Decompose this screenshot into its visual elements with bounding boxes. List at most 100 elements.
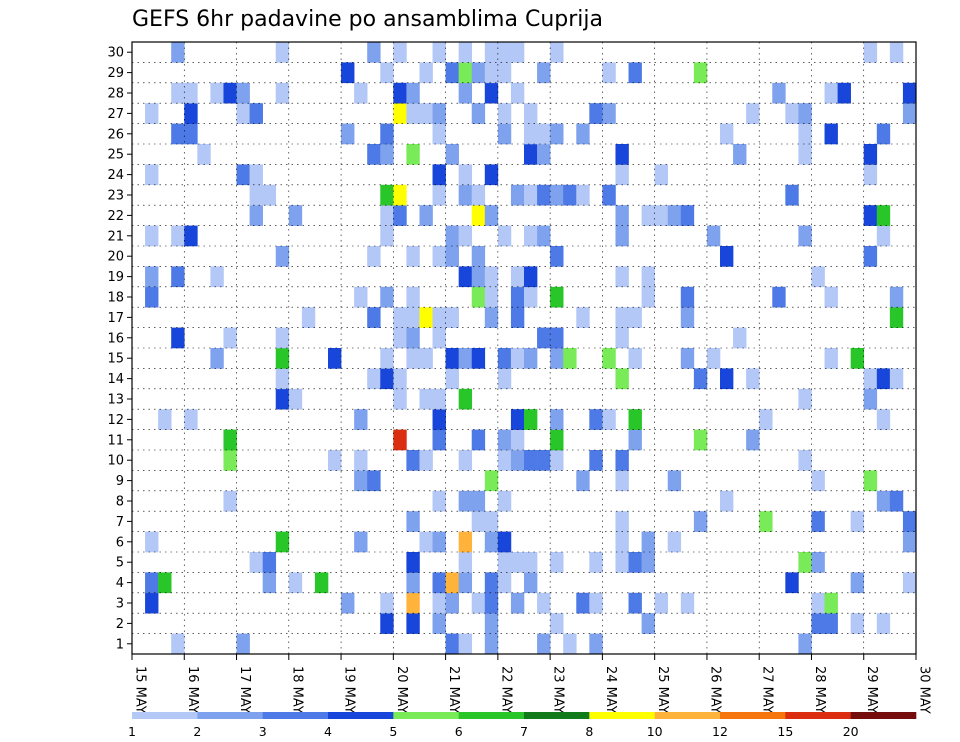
precip-cell: [720, 246, 734, 267]
precip-cell: [680, 348, 695, 369]
precip-cell: [432, 184, 446, 206]
y-tick-label: 7: [116, 515, 124, 530]
precip-cell: [367, 42, 381, 63]
precip-cell: [275, 388, 290, 410]
x-tick-label: 28 MAY: [812, 666, 827, 714]
precip-cell: [524, 409, 538, 430]
precip-cell: [863, 144, 878, 165]
precip-cell: [445, 368, 459, 390]
legend-label: 3: [259, 724, 267, 739]
legend-label: 6: [455, 724, 463, 739]
precip-cell: [524, 450, 538, 471]
precip-cell: [811, 266, 825, 288]
precip-cell: [197, 144, 211, 165]
precip-cell: [484, 633, 499, 655]
x-tick-label: 16 MAY: [185, 666, 200, 714]
precip-cell: [210, 348, 224, 369]
precip-cell: [550, 450, 564, 471]
precip-cell: [798, 144, 812, 165]
precip-cell: [471, 592, 486, 614]
precip-cell: [445, 246, 459, 267]
legend-swatch: [393, 712, 459, 719]
legend-label: 12: [712, 724, 728, 739]
precip-cell: [458, 552, 473, 573]
precip-cell: [602, 103, 616, 124]
precip-cell: [432, 246, 446, 267]
precip-cell: [145, 592, 159, 614]
precip-cell: [380, 286, 394, 308]
precip-cell: [524, 286, 538, 308]
precip-cell: [328, 348, 342, 369]
precip-cell: [458, 82, 473, 104]
precip-cell: [236, 103, 250, 124]
precip-cell: [589, 633, 603, 655]
precip-cell: [537, 592, 551, 614]
precip-cell: [354, 286, 368, 308]
precip-cell: [654, 205, 669, 226]
legend: 1 2 3 4 5 6 7 8 10 12 15 20: [128, 712, 917, 739]
precip-cell: [419, 307, 433, 328]
precip-cell: [563, 184, 577, 206]
y-tick-label: 28: [107, 87, 124, 102]
precip-cell: [393, 184, 407, 206]
precip-cell: [236, 82, 250, 104]
precip-cell: [458, 490, 473, 512]
precip-cell: [406, 592, 420, 614]
precip-cell: [497, 531, 512, 553]
precip-cell: [824, 286, 838, 308]
precip-cell: [171, 225, 185, 247]
precip-cell: [589, 552, 603, 573]
precip-cell: [798, 103, 812, 124]
precip-cell: [667, 531, 682, 553]
precip-cell: [850, 348, 865, 369]
precip-cell: [484, 470, 499, 492]
precip-cell: [184, 225, 198, 247]
precip-cell: [680, 286, 695, 308]
precip-cell: [510, 184, 525, 206]
precip-cell: [484, 42, 499, 63]
precip-cell: [602, 184, 616, 206]
precip-cell: [615, 164, 629, 186]
precip-cell: [419, 348, 433, 369]
precip-cell: [419, 103, 433, 124]
precip-cell: [876, 490, 891, 512]
precip-cell: [589, 103, 603, 124]
precip-cell: [876, 205, 891, 226]
precip-cell: [706, 348, 721, 369]
y-tick-label: 3: [116, 597, 124, 612]
y-tick-label: 9: [116, 474, 124, 489]
x-tick-label: 22 MAY: [498, 666, 513, 714]
precip-cell: [288, 388, 303, 410]
precip-cell: [615, 470, 629, 492]
precip-cell: [432, 592, 446, 614]
precip-cell: [497, 225, 512, 247]
y-tick-label: 23: [107, 189, 124, 204]
precip-cell: [419, 205, 433, 226]
precip-cell: [889, 490, 904, 512]
precip-cell: [550, 123, 564, 145]
precip-cell: [236, 633, 250, 655]
precip-cell: [824, 348, 838, 369]
precip-cell: [171, 82, 185, 104]
precip-cell: [406, 286, 420, 308]
precip-cell: [432, 327, 446, 349]
precip-cell: [445, 572, 459, 594]
precip-cell: [628, 552, 642, 573]
y-tick-label: 12: [107, 413, 124, 428]
precip-cell: [524, 225, 538, 247]
precip-cell: [393, 82, 407, 104]
precip-cell: [432, 572, 446, 594]
precip-cell: [615, 225, 629, 247]
precip-cell: [524, 144, 538, 165]
legend-swatch: [262, 712, 329, 719]
precip-cell: [563, 633, 577, 655]
legend-swatch: [328, 712, 394, 719]
precip-cell: [158, 409, 172, 430]
precip-cell: [484, 266, 499, 288]
precip-cell: [432, 409, 446, 430]
precip-cell: [524, 266, 538, 288]
precip-cell: [393, 205, 407, 226]
precip-cell: [262, 572, 277, 594]
precip-cell: [811, 592, 825, 614]
